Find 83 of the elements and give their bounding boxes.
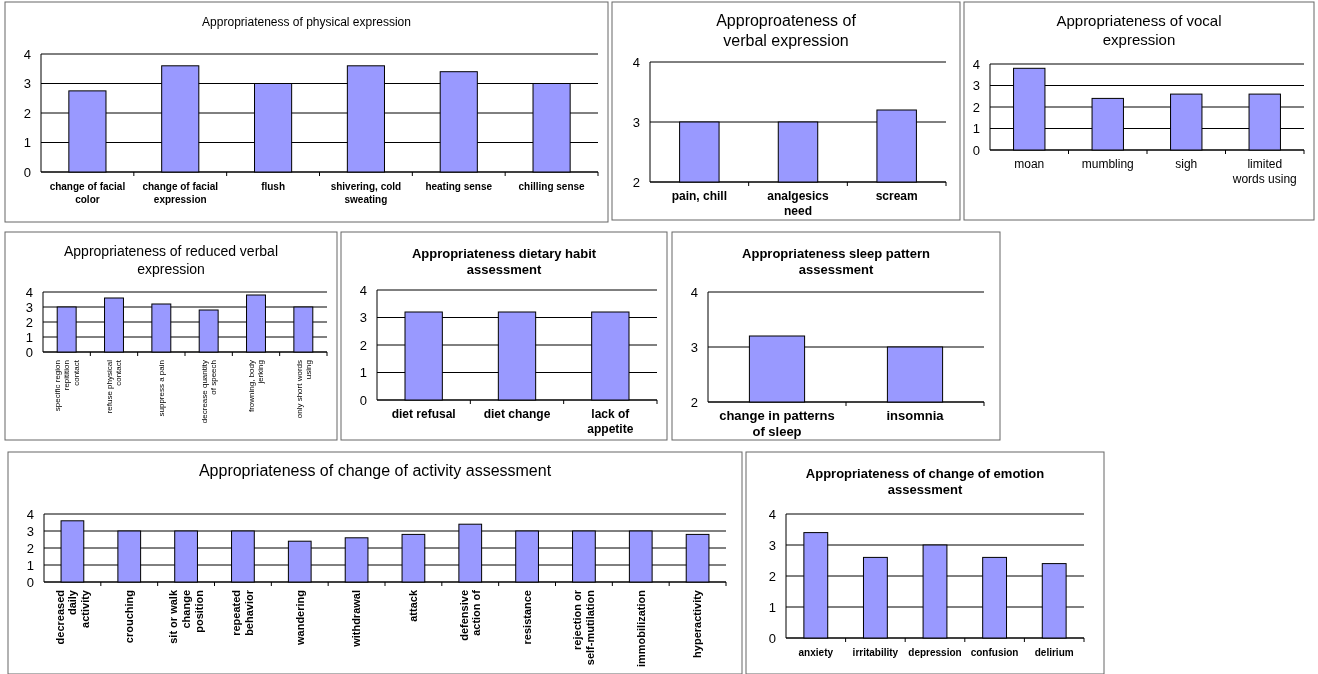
x-tick-label: diet change (483, 407, 551, 421)
x-tick-label: confusion (970, 647, 1019, 658)
y-tick-label: 3 (26, 523, 34, 539)
chart-title: Appropriateness of change of activity assessment (198, 462, 552, 479)
y-tick-label: 0 (25, 344, 33, 360)
x-tick-label: immobilization (634, 589, 647, 667)
x-tick-label: change of facial color (49, 181, 126, 205)
y-tick-label: 1 (359, 365, 367, 381)
x-tick-label: mumbling (1081, 157, 1134, 171)
x-tick-label: decreased daily activity (53, 589, 91, 645)
x-tick-label: shivering, cold sweating (330, 181, 402, 205)
y-tick-label: 3 (23, 76, 31, 92)
x-tick-label: delirium (1034, 647, 1074, 658)
x-tick-label: frowning, body jerking (247, 360, 266, 413)
chart-title: Appropriateness of reduced verbal expression (63, 243, 279, 277)
chart-title: Appropriateness dietary habit assessment (411, 246, 597, 278)
chart-title: Approproateness of verbal expression (716, 12, 857, 49)
y-tick-label: 2 (25, 314, 33, 330)
y-tick-label: 4 (359, 282, 367, 298)
y-tick-label: 4 (768, 506, 776, 522)
x-tick-label: refuse physical contact (105, 359, 124, 414)
y-tick-label: 0 (972, 142, 980, 158)
x-tick-label: moan (1014, 157, 1045, 171)
x-tick-label: sigh (1175, 157, 1198, 171)
x-tick-label: insomnia (886, 408, 945, 423)
chart-title: Appropriateness sleep pattern assessment (742, 246, 930, 278)
y-tick-label: 1 (768, 599, 776, 615)
y-tick-label: 0 (359, 392, 367, 408)
y-tick-label: 4 (690, 284, 698, 300)
y-tick-label: 2 (972, 99, 980, 115)
y-tick-label: 1 (25, 329, 33, 345)
y-tick-label: 1 (26, 557, 34, 573)
y-tick-label: 4 (25, 284, 33, 300)
x-tick-label: lack of appetite (587, 407, 634, 436)
y-tick-label: 3 (25, 299, 33, 315)
y-tick-label: 3 (768, 537, 776, 553)
x-tick-label: wandering (293, 590, 306, 647)
x-tick-label: withdrawal (350, 590, 363, 648)
y-tick-label: 3 (632, 114, 640, 130)
y-tick-label: 2 (23, 105, 31, 121)
x-tick-label: anxiety (798, 647, 834, 658)
x-tick-label: chilling sense (518, 181, 586, 192)
x-tick-label: change in patterns of sleep (719, 408, 835, 440)
y-tick-label: 0 (768, 630, 776, 646)
x-tick-label: change of facial expression (142, 181, 219, 205)
x-tick-label: suppress a pain (157, 360, 167, 417)
y-tick-label: 2 (359, 337, 367, 353)
y-tick-label: 3 (359, 310, 367, 326)
chart-title: Appropriateness of vocal expression (1056, 12, 1222, 48)
x-tick-label: diet refusal (391, 407, 456, 421)
y-tick-label: 2 (768, 568, 776, 584)
x-tick-label: resistance (520, 590, 533, 645)
x-tick-label: defensive action of (457, 589, 483, 641)
x-tick-label: sit or walk change position (167, 589, 205, 644)
x-tick-label: analgesics need (767, 189, 830, 218)
x-tick-label: irritability (852, 647, 899, 658)
x-tick-label: heating sense (425, 181, 493, 192)
y-tick-label: 3 (690, 339, 698, 355)
chart-title: Appropriateness of change of emotion assessment (805, 466, 1045, 498)
x-tick-label: decrease quantity of speech (199, 360, 219, 424)
x-tick-label: hyperactivity (691, 589, 704, 658)
x-tick-label: scream (875, 189, 918, 203)
x-tick-label: limited words using (1231, 157, 1297, 186)
y-tick-label: 4 (972, 56, 980, 72)
x-tick-label: attack (407, 589, 420, 622)
x-tick-label: depression (908, 647, 962, 658)
x-tick-label: pain, chill (671, 189, 728, 203)
chart-title: Appropriateness of physical expression (202, 15, 411, 29)
y-tick-label: 4 (632, 54, 640, 70)
y-tick-label: 0 (23, 164, 31, 180)
y-tick-label: 2 (632, 174, 640, 190)
y-tick-label: 2 (26, 540, 34, 556)
y-tick-label: 1 (23, 135, 31, 151)
x-tick-label: flush (261, 181, 286, 192)
y-tick-label: 3 (972, 78, 980, 94)
y-tick-label: 2 (690, 394, 698, 410)
y-tick-label: 4 (23, 46, 31, 62)
y-tick-label: 0 (26, 574, 34, 590)
x-tick-label: specific region repitition contact (53, 359, 81, 412)
y-tick-label: 1 (972, 121, 980, 137)
x-tick-label: only short words using (294, 360, 313, 419)
x-tick-label: crouching (123, 590, 136, 644)
y-tick-label: 4 (26, 506, 34, 522)
